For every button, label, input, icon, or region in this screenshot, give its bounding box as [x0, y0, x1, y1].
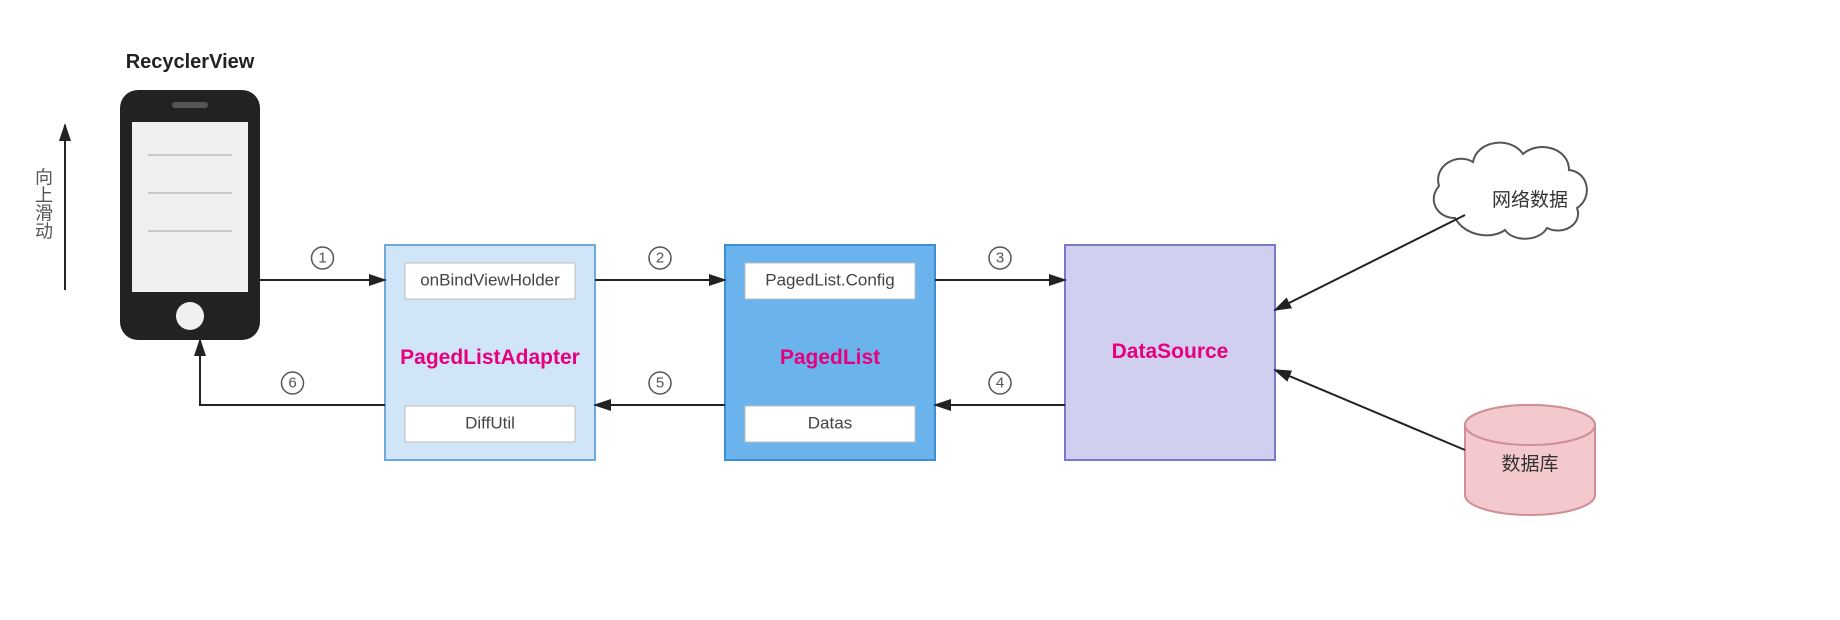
pagedlist-node: PagedList.Config PagedList Datas: [725, 245, 935, 460]
pagedlistadapter-node: onBindViewHolder PagedListAdapter DiffUt…: [385, 245, 595, 460]
datasource-title: DataSource: [1112, 340, 1229, 363]
cloud-label: 网络数据: [1492, 189, 1568, 211]
arrow-label-2: 2: [656, 250, 664, 267]
database-label: 数据库: [1501, 453, 1558, 475]
arrow-label-1: 1: [318, 250, 326, 267]
phone-icon: [120, 90, 260, 340]
recyclerview-title: RecyclerView: [126, 51, 255, 73]
source-arrow-0: [1275, 215, 1465, 310]
source-arrows: [1275, 215, 1465, 450]
scroll-up-label: 向上滑动: [33, 167, 53, 239]
pagedlistadapter-title: PagedListAdapter: [400, 346, 580, 369]
arrow-label-4: 4: [996, 375, 1004, 392]
source-arrow-1: [1275, 370, 1465, 450]
pagedlist-config-label: PagedList.Config: [765, 270, 894, 289]
arrow-label-3: 3: [996, 250, 1004, 267]
flow-diagram: 向上滑动 RecyclerView onBindViewHolder Paged…: [0, 0, 1840, 620]
database-icon: 数据库: [1465, 405, 1595, 515]
network-cloud-icon: 网络数据: [1434, 143, 1587, 239]
scroll-up-group: 向上滑动: [33, 125, 65, 290]
pagedlist-title: PagedList: [780, 346, 880, 369]
datas-label: Datas: [808, 413, 852, 432]
arrow-label-6: 6: [288, 375, 296, 392]
datasource-node: DataSource: [1065, 245, 1275, 460]
diffutil-label: DiffUtil: [465, 413, 515, 432]
onbindviewholder-label: onBindViewHolder: [420, 270, 560, 289]
arrow-label-5: 5: [656, 375, 664, 392]
